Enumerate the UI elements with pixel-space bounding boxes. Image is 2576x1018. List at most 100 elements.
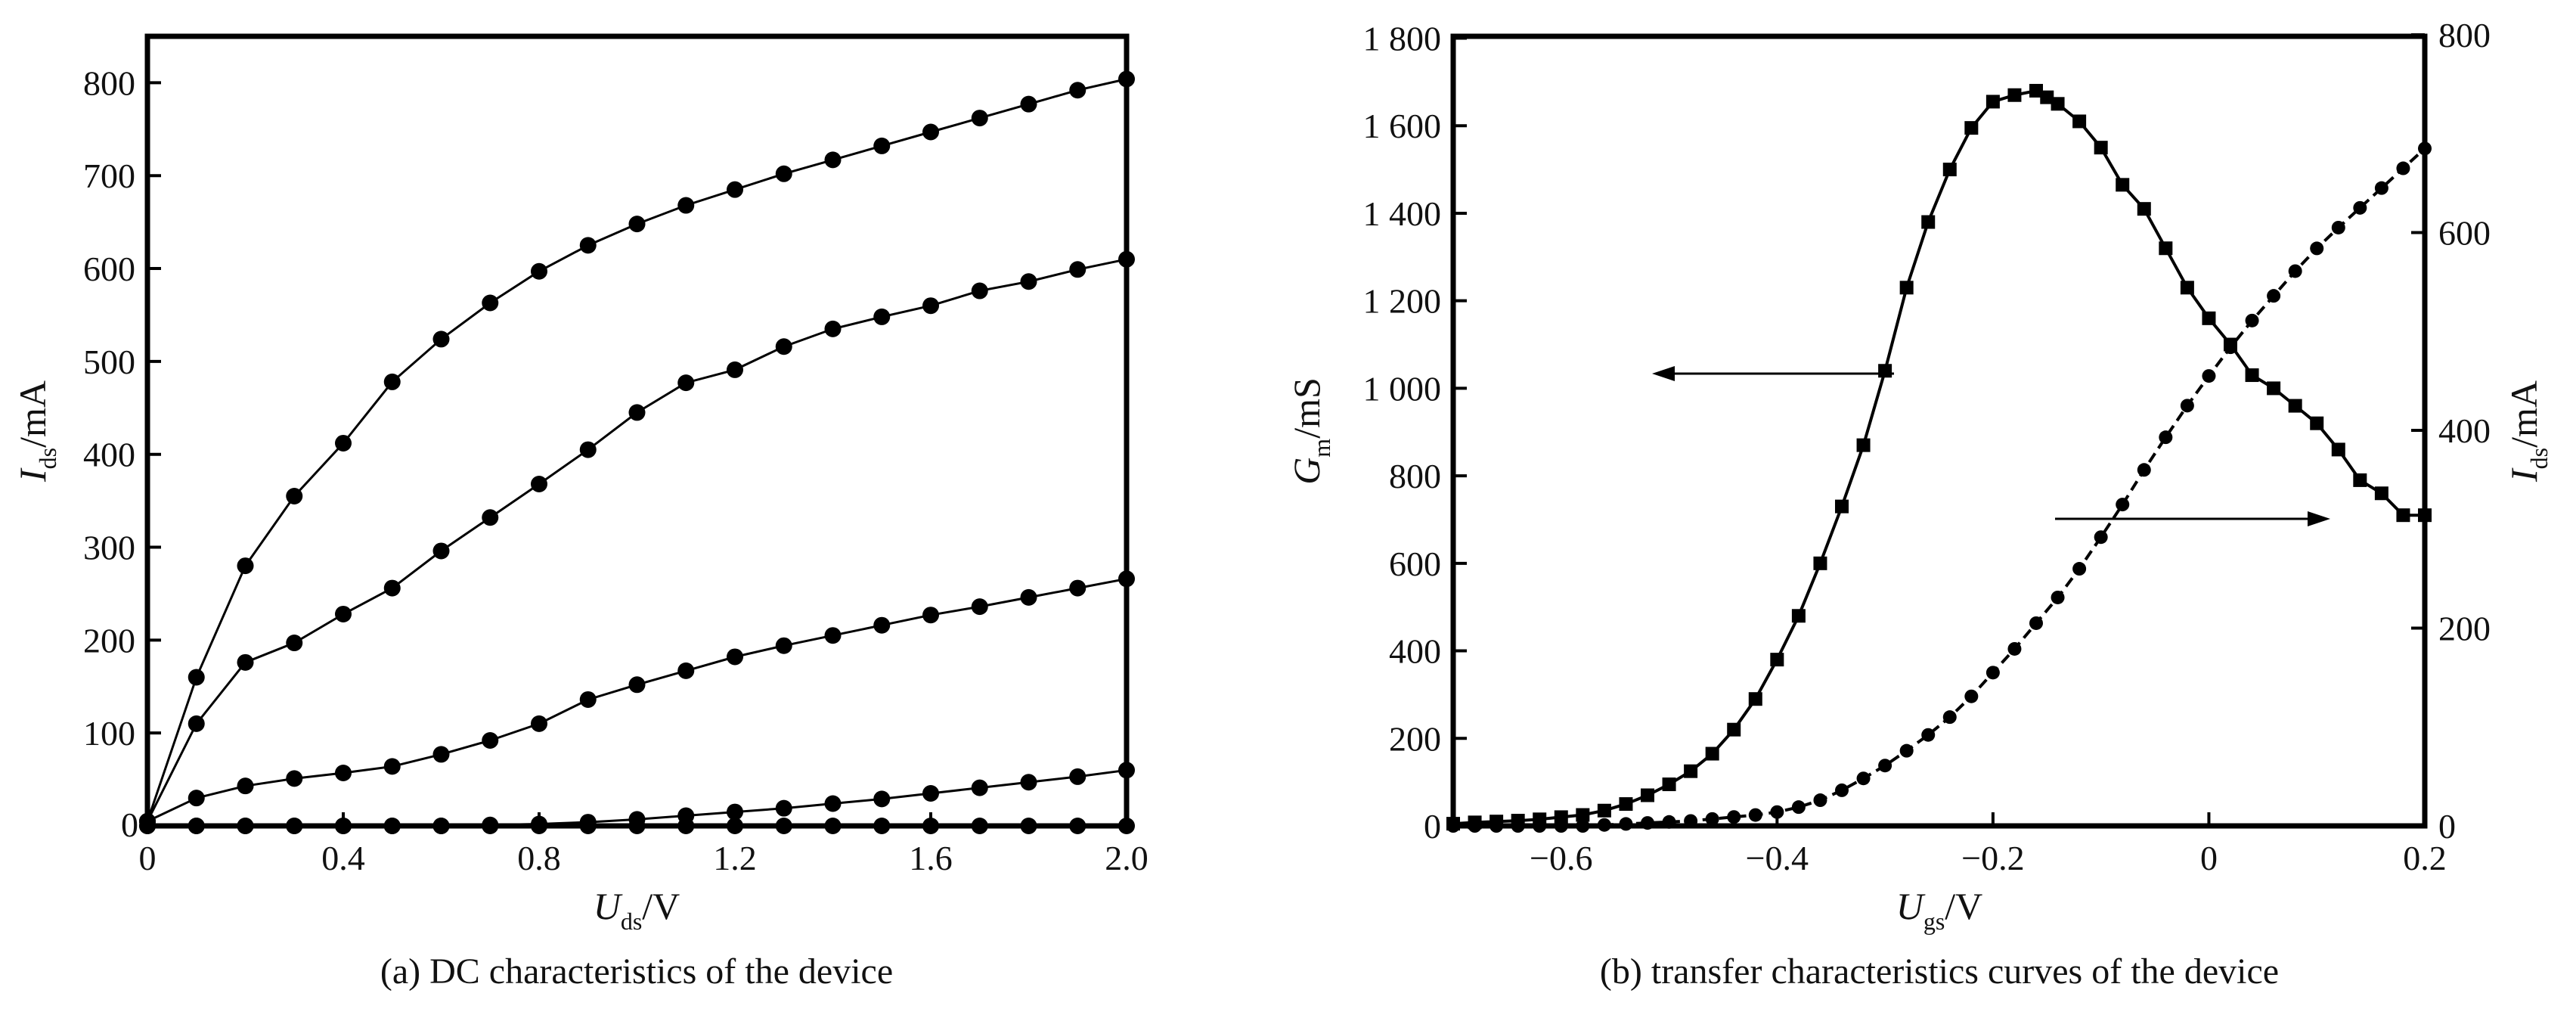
chart-b-series-2-point xyxy=(1835,783,1849,797)
chart-a-x-tick-label: 0.8 xyxy=(517,839,561,877)
chart-b-series-1-point xyxy=(2396,508,2410,523)
chart-a-series-1-point xyxy=(531,262,547,280)
chart-a-series-1-point xyxy=(286,487,303,504)
chart-b-series-1-point xyxy=(1576,808,1590,822)
chart-a-caption: (a) DC characteristics of the device xyxy=(380,951,893,992)
chart-a-series-3-point xyxy=(873,616,891,634)
chart-a-series-3-point xyxy=(971,598,988,616)
chart-a-series-1-point xyxy=(628,216,646,233)
chart-a-series-2-point xyxy=(922,297,939,315)
chart-b-series-2-point xyxy=(1705,812,1719,826)
ids-series-arrow xyxy=(2055,511,2330,526)
chart-a-series-1-point xyxy=(482,294,499,312)
chart-a-x-tick-label: 0.4 xyxy=(321,839,365,877)
chart-b-series-1-point xyxy=(1684,764,1698,778)
chart-b-series-1-point xyxy=(1985,95,2000,109)
chart-a-series-1-point xyxy=(383,373,401,390)
chart-a-series-2-point xyxy=(286,635,303,652)
chart-a-series-4-point xyxy=(922,785,939,802)
chart-a-y-ticks: 0 100 200 300 400 500 600 700 800 xyxy=(83,64,161,844)
chart-a-series-2-point xyxy=(677,374,695,392)
chart-a-series-1-point xyxy=(677,197,695,214)
chart-b-x-tick-label: −0.4 xyxy=(1746,839,1809,877)
chart-b-series-1-point xyxy=(2137,202,2151,216)
chart-b-right-y-tick-label: 800 xyxy=(2438,16,2491,54)
chart-a-series-1-point xyxy=(922,123,939,141)
chart-a-series-4-point xyxy=(727,803,743,821)
chart-b-series-1-point xyxy=(1921,215,1936,229)
chart-a-series-3-point xyxy=(628,676,646,694)
chart-a-series-3-point xyxy=(188,790,205,807)
chart-b-series-1-point xyxy=(2051,97,2065,111)
chart-b-series-1-point xyxy=(1942,163,1957,177)
chart-a-series-1-point xyxy=(579,237,597,254)
chart-b-right-y-tick-label: 400 xyxy=(2438,411,2491,450)
chart-b-series-2-point xyxy=(1921,728,1936,742)
gm-series-arrow xyxy=(1652,366,1894,381)
chart-b-series-1-point xyxy=(1619,797,1633,812)
chart-b-series-1-point xyxy=(1899,281,1914,295)
chart-a-series-3-point xyxy=(1069,579,1087,597)
chart-b-series-2-point xyxy=(2331,220,2345,234)
chart-a-series-3-point xyxy=(922,607,939,624)
chart-a-series-1-point xyxy=(775,165,792,182)
chart-a-x-tick-label: 2.0 xyxy=(1105,839,1149,877)
chart-a-y-tick-label: 500 xyxy=(83,343,135,381)
chart-a-series-1-point xyxy=(1069,82,1087,99)
chart-a-y-tick-label: 200 xyxy=(83,621,135,660)
chart-a-series-1-point xyxy=(188,669,205,686)
chart-b-series-2-point xyxy=(1813,793,1827,808)
chart-a-series-1-point xyxy=(432,331,450,348)
chart-b-series-1-point xyxy=(2353,473,2367,487)
chart-a-series-3-point xyxy=(727,648,743,666)
chart-b-series-2-line xyxy=(1453,147,2426,827)
chart-a-series-1-point xyxy=(237,557,254,575)
chart-b-series-1-point xyxy=(1770,653,1784,667)
chart-b-series-1-point xyxy=(1835,499,1849,514)
chart-b-series-1-point xyxy=(2267,381,2281,396)
chart-b-series-1-point xyxy=(2180,281,2194,295)
chart-a-y-tick-label: 0 xyxy=(121,805,138,844)
chart-a-x-ticks: 0 0.4 0.8 1.2 1.6 2.0 xyxy=(139,812,1149,877)
chart-b-series-1-point xyxy=(2374,486,2388,501)
chart-b-series-2-point xyxy=(1899,743,1914,758)
chart-b-left-y-tick-label: 600 xyxy=(1389,545,1441,583)
chart-b-series-2-point xyxy=(1856,771,1871,786)
chart-b-plot-frame xyxy=(1450,33,2428,829)
chart-b-series-2-point xyxy=(2051,590,2065,604)
chart-b-series-2-point xyxy=(2353,200,2367,215)
chart-a-series-3-point xyxy=(335,764,352,781)
chart-a-y-tick-label: 600 xyxy=(83,250,135,288)
chart-a-series-2-point xyxy=(579,441,597,458)
chart-b-right-y-tick-label: 600 xyxy=(2438,214,2491,253)
chart-b-series-2-point xyxy=(1791,800,1806,815)
chart-a-series-2-point xyxy=(237,653,254,671)
chart-b-series-1-point xyxy=(1641,788,1654,802)
chart-b-series-1-point xyxy=(2159,241,2173,256)
chart-a-series-3-point xyxy=(1020,588,1037,606)
chart-a-x-tick-label: 1.2 xyxy=(713,839,757,877)
chart-a-series-2-point xyxy=(824,320,842,337)
chart-a-series-2-line xyxy=(146,258,1127,822)
chart-a-series-3-point xyxy=(579,691,597,708)
chart-a-series-3-point xyxy=(775,637,792,654)
chart-a-series-3-point xyxy=(824,627,842,644)
chart-a-series-3-point xyxy=(286,770,303,787)
chart-b-left-y-tick-label: 1 600 xyxy=(1363,107,1442,145)
chart-b-series-group xyxy=(1446,83,2432,833)
chart-b-series-2-point xyxy=(2094,530,2108,545)
chart-a-series-1-point xyxy=(727,181,743,198)
chart-b-series-2-point xyxy=(2116,498,2130,512)
chart-a-series-4-point xyxy=(873,790,891,808)
chart-a-series-3-point xyxy=(677,662,695,679)
chart-a-series-1-point xyxy=(1020,95,1037,113)
chart-a-series-4-point xyxy=(1020,774,1037,791)
chart-a-series-4-point xyxy=(824,795,842,812)
chart-a-series-3-point xyxy=(432,746,450,763)
chart-b-right-y-tick-label: 0 xyxy=(2438,807,2456,846)
chart-b-left-y-tick-label: 800 xyxy=(1389,457,1441,495)
chart-a-series-3-point xyxy=(383,758,401,775)
chart-b-series-1-point xyxy=(1856,438,1871,452)
chart-a-series-2-point xyxy=(188,715,205,732)
